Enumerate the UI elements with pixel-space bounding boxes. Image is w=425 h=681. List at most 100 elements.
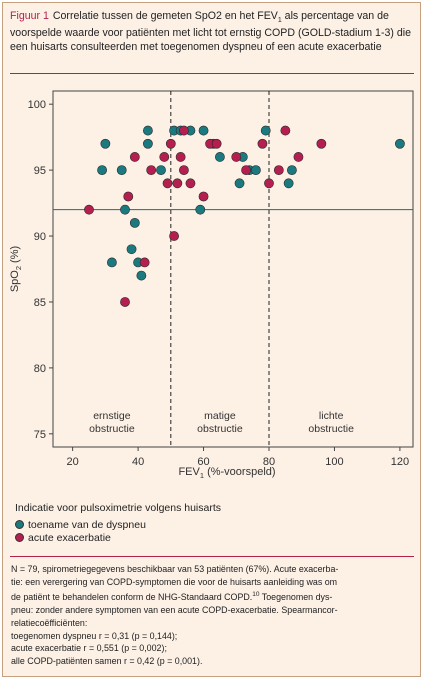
x-tick-label: 40 — [132, 456, 144, 468]
exacerbatie-data-point — [211, 138, 222, 149]
plot-frame — [52, 90, 414, 448]
region-label: ernstige — [93, 410, 131, 422]
crimson-dot-icon — [15, 533, 24, 542]
x-axis-label-main: FEV — [178, 466, 200, 478]
dyspneu-data-point — [260, 125, 271, 136]
figure-caption: Figuur 1 Correlatie tussen de gemeten SpO… — [10, 10, 416, 54]
footnote-line: tie: een verergering van COPD-symptomen … — [11, 576, 338, 587]
footnote: N = 79, spirometriegegevens beschikbaar … — [11, 563, 415, 668]
footnote-line: relatiecoëfficiënten: — [11, 617, 88, 628]
exacerbatie-data-point — [293, 152, 304, 162]
exacerbatie-data-point — [123, 191, 134, 202]
x-tick-label: 120 — [391, 456, 409, 468]
exacerbatie-data-point — [185, 178, 196, 189]
dyspneu-data-point — [251, 165, 261, 176]
exacerbatie-data-point — [165, 138, 176, 149]
y-tick-label: 85 — [34, 297, 46, 309]
region-label: lichte — [319, 410, 344, 422]
dyspneu-data-point — [97, 165, 107, 176]
footnote-line: acute exacerbatie r = 0,551 (p = 0,002); — [11, 643, 167, 654]
y-tick-label: 100 — [28, 99, 46, 111]
region-label: obstructie — [308, 423, 354, 435]
exacerbatie-data-point — [241, 165, 251, 176]
x-tick-label: 20 — [67, 456, 79, 468]
teal-dot-icon — [15, 520, 24, 529]
exacerbatie-data-point — [179, 165, 189, 176]
y-tick-label: 75 — [34, 429, 46, 441]
y-tick-label: 80 — [34, 363, 46, 375]
x-axis-label-suffix: (%-voorspeld) — [204, 466, 276, 478]
exacerbatie-data-point — [231, 152, 242, 162]
dyspneu-data-point — [395, 138, 405, 149]
exacerbatie-data-point — [264, 178, 274, 189]
exacerbatie-data-point — [273, 165, 284, 176]
dyspneu-data-point — [198, 125, 209, 136]
dyspneu-data-point — [136, 270, 147, 281]
y-axis-label-subscript: 2 — [14, 266, 23, 270]
x-tick-label: 80 — [263, 456, 275, 468]
dyspneu-data-point — [234, 178, 245, 189]
dyspneu-data-point — [195, 204, 206, 215]
x-axis-label: FEV1 (%-voorspeld) — [178, 466, 275, 480]
footnote-line: de patiënt te behandelen conform de NHG-… — [11, 589, 415, 604]
exacerbatie-data-point — [169, 231, 179, 241]
footnote-text: Toegenomen dys- — [259, 591, 333, 602]
exacerbatie-data-point — [120, 297, 130, 307]
exacerbatie-data-point — [175, 152, 186, 162]
y-axis-label: SpO2 (%) — [9, 246, 23, 292]
footnote-line: pneu: zonder andere symptomen van een ac… — [11, 604, 338, 615]
exacerbatie-data-point — [139, 257, 150, 268]
region-label: obstructie — [197, 423, 243, 435]
footnote-line: toegenomen dyspneu r = 0,31 (p = 0,144); — [11, 630, 178, 641]
exacerbatie-data-point — [84, 204, 94, 215]
figure-card: Figuur 1 Correlatie tussen de gemeten SpO… — [2, 2, 421, 677]
exacerbatie-data-point — [316, 138, 327, 149]
dyspneu-data-point — [116, 165, 127, 176]
exacerbatie-data-point — [159, 152, 170, 162]
x-axis-label-subscript: 1 — [200, 471, 204, 480]
caption-subscript: 1 — [277, 17, 282, 25]
legend-item-exacerbatie: acute exacerbatie — [15, 531, 221, 544]
dyspneu-data-point — [100, 138, 111, 149]
y-axis-label-suffix: (%) — [9, 246, 21, 266]
legend-item-dyspneu: toename van de dyspneu — [15, 518, 221, 531]
exacerbatie-data-point — [179, 125, 189, 136]
dyspneu-data-point — [143, 138, 153, 149]
footnote-divider — [10, 556, 414, 557]
footnote-line: N = 79, spirometriegegevens beschikbaar … — [11, 564, 339, 574]
y-tick-label: 95 — [34, 165, 46, 177]
caption-text-a: Correlatie tussen de gemeten SpO2 en het… — [52, 10, 278, 22]
caption-text-b: als percentage van de voorspelde waarde … — [10, 10, 411, 53]
x-tick-label: 100 — [325, 456, 343, 468]
y-tick-label: 90 — [34, 231, 46, 243]
footnote-text: de patiënt te behandelen conform de NHG-… — [11, 591, 253, 602]
exacerbatie-data-point — [257, 138, 268, 149]
dyspneu-data-point — [287, 165, 297, 176]
dyspneu-data-point — [120, 204, 130, 215]
x-tick-label: 60 — [197, 456, 209, 468]
exacerbatie-data-point — [280, 125, 291, 136]
dyspneu-data-point — [283, 178, 294, 189]
exacerbatie-data-point — [146, 165, 157, 176]
legend-label-dyspneu: toename van de dyspneu — [28, 518, 146, 531]
caption-divider — [10, 73, 414, 74]
dyspneu-data-point — [129, 217, 140, 228]
exacerbatie-data-point — [162, 178, 173, 189]
reference-number: 10 — [252, 590, 260, 598]
footnote-line: alle COPD-patiënten samen r = 0,42 (p = … — [11, 656, 203, 667]
legend: Indicatie voor pulsoximetrie volgens hui… — [15, 502, 221, 544]
region-label: matige — [204, 410, 236, 422]
exacerbatie-data-point — [198, 191, 209, 202]
dyspneu-data-point — [215, 152, 225, 162]
dyspneu-data-point — [143, 125, 153, 136]
y-axis-label-main: SpO — [9, 270, 21, 292]
region-label: obstructie — [89, 423, 135, 435]
exacerbatie-data-point — [129, 152, 140, 162]
exacerbatie-data-point — [172, 178, 183, 189]
legend-label-exacerbatie: acute exacerbatie — [28, 531, 111, 544]
figure-label: Figuur 1 — [10, 10, 49, 22]
dyspneu-data-point — [126, 244, 137, 255]
dyspneu-data-point — [156, 165, 166, 176]
legend-title: Indicatie voor pulsoximetrie volgens hui… — [15, 502, 222, 514]
